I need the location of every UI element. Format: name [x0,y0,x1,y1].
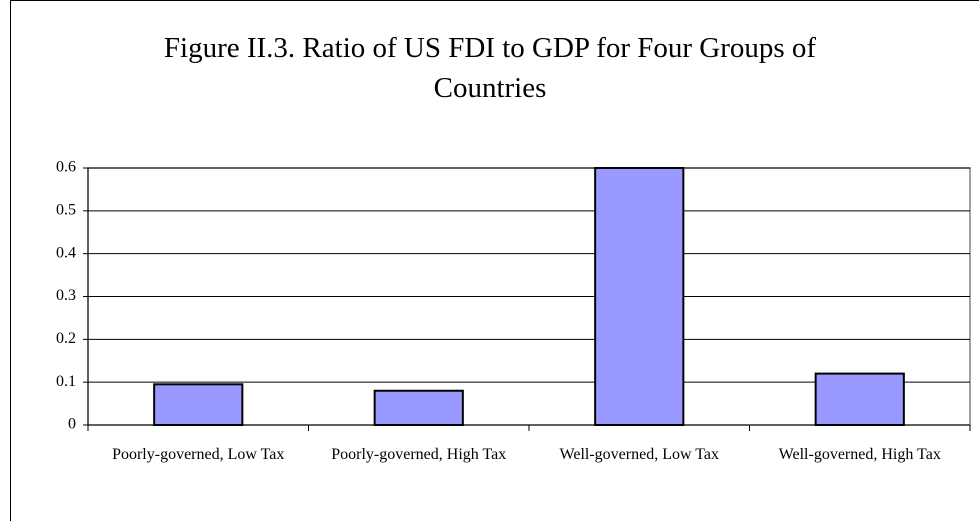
bar [594,167,685,426]
x-tick-label: Poorly-governed, High Tax [331,446,507,463]
y-tick-label: 0.1 [56,373,76,390]
chart-title: Figure II.3. Ratio of US FDI to GDP for … [163,32,817,104]
bar [373,389,464,427]
x-tick-label: Poorly-governed, Low Tax [112,446,285,463]
y-tick-label: 0.5 [56,202,76,219]
x-tick-label: Well-governed, High Tax [778,446,941,463]
x-tick-label: Well-governed, Low Tax [559,446,719,463]
bar [153,383,244,426]
bar [814,372,905,427]
y-tick-label: 0.4 [56,244,76,261]
y-tick-label: 0.2 [56,330,76,347]
y-tick-label: 0 [68,416,76,433]
y-tick-label: 0.3 [56,287,76,304]
y-tick-label: 0.6 [56,159,76,176]
